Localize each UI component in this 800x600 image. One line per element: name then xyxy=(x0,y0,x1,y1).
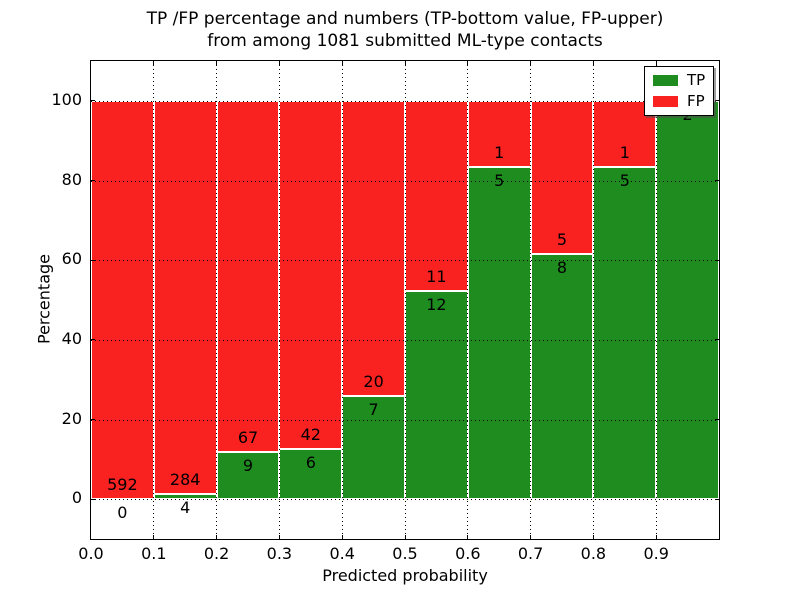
plot-area: TP FP 5920284467942620711121558152 xyxy=(90,60,720,540)
x-tick-mark xyxy=(530,535,532,539)
x-tick-label: 0.6 xyxy=(455,544,481,563)
bar-fp-segment xyxy=(153,100,217,494)
x-tick-label: 0.2 xyxy=(203,544,230,563)
x-tick-mark xyxy=(153,535,155,539)
fp-count-label: 11 xyxy=(426,267,447,287)
legend-label-fp: FP xyxy=(687,92,705,110)
x-tick-mark xyxy=(278,535,280,539)
x-gridline xyxy=(278,61,280,539)
y-tick-mark xyxy=(91,100,95,102)
x-gridline xyxy=(530,61,532,539)
tp-count-label: 5 xyxy=(494,171,505,191)
x-tick-label: 0.3 xyxy=(266,544,293,563)
bar-tp-segment xyxy=(530,254,594,500)
x-tick-mark xyxy=(530,61,532,65)
x-tick-mark xyxy=(467,61,469,65)
x-gridline xyxy=(216,61,218,539)
x-tick-label: 0.8 xyxy=(580,544,607,563)
tp-count-label: 9 xyxy=(242,455,254,475)
x-tick-mark xyxy=(592,61,594,65)
y-tick-mark xyxy=(715,498,719,500)
bar-fp-segment xyxy=(405,100,468,292)
fp-count-label: 1 xyxy=(494,143,505,163)
tp-count-label: 0 xyxy=(117,503,128,523)
x-gridline xyxy=(655,61,657,539)
tp-count-label: 8 xyxy=(556,258,568,278)
legend: TP FP xyxy=(644,66,715,116)
bar-tp-segment xyxy=(342,395,405,500)
x-tick-label: 0.9 xyxy=(643,544,669,563)
x-tick-mark xyxy=(341,535,343,539)
legend-swatch-tp-icon xyxy=(653,75,678,86)
x-tick-mark xyxy=(278,61,280,65)
bar-tp-segment xyxy=(656,100,719,500)
x-tick-mark xyxy=(404,61,406,65)
y-tick-label: 80 xyxy=(61,169,82,189)
x-tick-mark xyxy=(216,61,218,65)
tp-count-label: 6 xyxy=(305,453,316,473)
y-tick-mark xyxy=(91,419,95,420)
bar-tp-segment xyxy=(593,167,657,500)
tp-count-label: 4 xyxy=(180,497,191,517)
fp-count-label: 42 xyxy=(300,425,321,445)
y-tick-mark xyxy=(91,339,95,341)
bar-fp-segment xyxy=(216,100,280,452)
bar-fp-segment xyxy=(279,100,343,450)
x-tick-label: 0.5 xyxy=(392,544,418,563)
y-tick-mark xyxy=(715,180,719,181)
y-tick-mark xyxy=(715,419,719,420)
x-gridline xyxy=(341,61,343,539)
y-tick-mark xyxy=(91,498,95,500)
y-tick-label: 0 xyxy=(71,488,82,508)
x-tick-mark xyxy=(655,61,657,65)
y-tick-mark xyxy=(715,259,719,261)
chart-title-line1: TP /FP percentage and numbers (TP-bottom… xyxy=(146,9,664,29)
x-tick-mark xyxy=(592,535,594,539)
bar-tp-segment xyxy=(467,167,531,500)
x-gridline xyxy=(153,61,155,539)
fp-count-label: 592 xyxy=(107,475,138,495)
x-tick-mark xyxy=(341,61,343,65)
legend-entry-tp: TP xyxy=(653,72,705,89)
y-tick-mark xyxy=(91,180,95,181)
y-tick-mark xyxy=(715,100,719,102)
x-gridline xyxy=(467,61,469,539)
tp-count-label: 12 xyxy=(426,295,447,315)
x-tick-label: 0.7 xyxy=(517,544,544,563)
x-tick-label: 0.0 xyxy=(78,544,104,563)
x-axis-title: Predicted probability xyxy=(322,566,488,585)
y-tick-label: 60 xyxy=(61,249,82,269)
x-tick-label: 0.1 xyxy=(141,544,167,563)
chart-title-line2: from among 1081 submitted ML-type contac… xyxy=(207,31,603,51)
x-tick-label: 0.4 xyxy=(329,544,355,563)
fp-count-label: 5 xyxy=(556,230,568,250)
chart-title: TP /FP percentage and numbers (TP-bottom… xyxy=(90,8,720,52)
y-tick-label: 20 xyxy=(61,408,82,428)
x-tick-mark xyxy=(467,535,469,539)
x-tick-mark xyxy=(153,61,155,65)
legend-swatch-fp-icon xyxy=(653,96,678,107)
bar-fp-segment xyxy=(91,100,154,500)
y-tick-label: 100 xyxy=(51,89,82,109)
fp-count-label: 284 xyxy=(169,469,201,489)
fp-count-label: 67 xyxy=(237,427,259,447)
y-tick-mark xyxy=(91,259,95,261)
y-tick-label: 40 xyxy=(61,328,82,348)
x-tick-mark xyxy=(655,535,657,539)
fp-count-label: 1 xyxy=(619,143,630,163)
y-tick-mark xyxy=(715,339,719,341)
x-tick-mark xyxy=(216,535,218,539)
tp-count-label: 5 xyxy=(619,171,630,191)
x-tick-mark xyxy=(404,535,406,539)
bar-fp-segment xyxy=(342,100,405,396)
x-gridline xyxy=(404,61,406,539)
legend-label-tp: TP xyxy=(687,71,706,89)
legend-entry-fp: FP xyxy=(653,93,705,110)
tp-count-label: 7 xyxy=(368,399,379,419)
fp-count-label: 20 xyxy=(363,371,384,391)
bar-tp-segment xyxy=(405,291,468,500)
x-gridline xyxy=(592,61,594,539)
